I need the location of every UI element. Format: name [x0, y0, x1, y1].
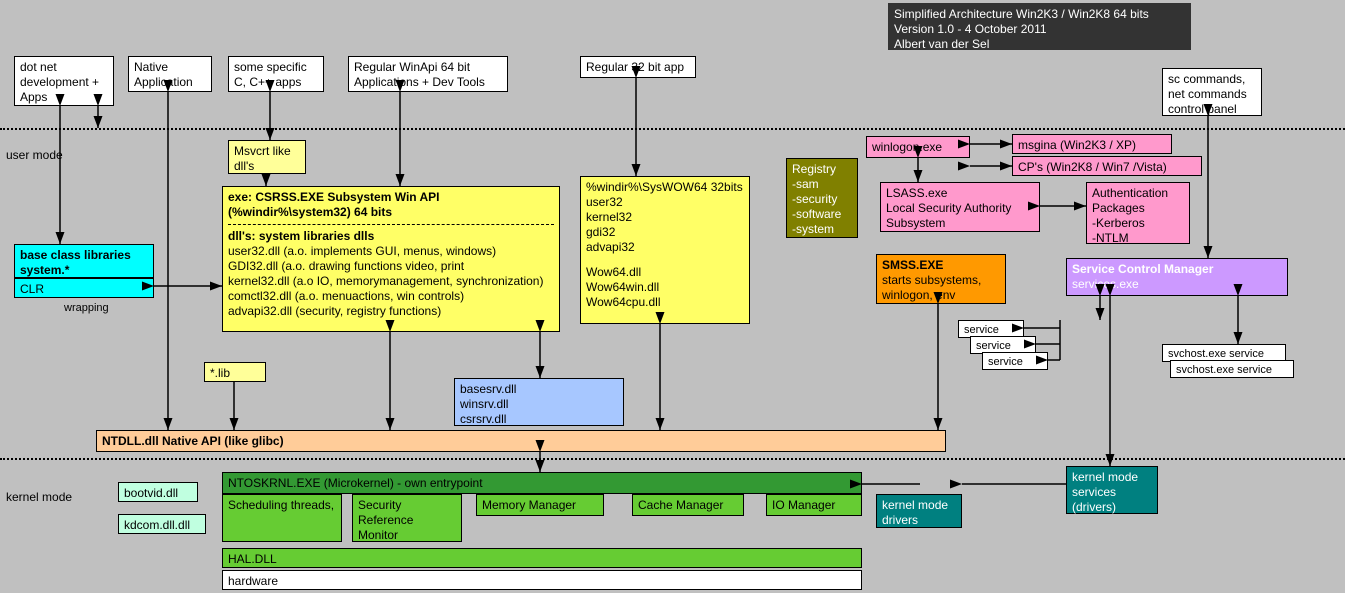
- reg-t: Registry: [792, 162, 852, 177]
- ntdll-text: NTDLL.dll Native API (like glibc): [102, 434, 284, 448]
- box-mm: Memory Manager: [476, 494, 604, 516]
- smss-s: starts subsystems, winlogon, env: [882, 273, 1000, 303]
- box-srm: Security Reference Monitor: [352, 494, 462, 542]
- label-wrapping: wrapping: [64, 302, 109, 314]
- reg-l3: -software: [792, 207, 852, 222]
- box-sc-cmds: sc commands, net commands control panel: [1162, 68, 1262, 116]
- wow64-l5: advapi32: [586, 240, 744, 255]
- divider-kernelmode: [0, 458, 1345, 460]
- header-l2: Version 1.0 - 4 October 2011: [894, 22, 1185, 37]
- box-sched: Scheduling threads,: [222, 494, 342, 542]
- box-registry: Registry -sam -security -software -syste…: [786, 158, 858, 238]
- box-ntdll: NTDLL.dll Native API (like glibc): [96, 430, 946, 452]
- box-smss: SMSS.EXE starts subsystems, winlogon, en…: [876, 254, 1006, 304]
- wow64-l6: Wow64.dll: [586, 265, 744, 280]
- box-svchost-2: svchost.exe service: [1170, 360, 1294, 378]
- box-cps: CP's (Win2K8 / Win7 /Vista): [1012, 156, 1202, 176]
- box-csrss: exe: CSRSS.EXE Subsystem Win API (%windi…: [222, 186, 560, 332]
- wow64-l2: user32: [586, 195, 744, 210]
- box-ntoskrnl: NTOSKRNL.EXE (Microkernel) - own entrypo…: [222, 472, 862, 494]
- reg-l1: -sam: [792, 177, 852, 192]
- wow64-l3: kernel32: [586, 210, 744, 225]
- csrss-l2: GDI32.dll (a.o. drawing functions video,…: [228, 259, 554, 274]
- auth-l2: -NTLM: [1092, 231, 1184, 246]
- box-cache: Cache Manager: [632, 494, 744, 516]
- box-msgina: msgina (Win2K3 / XP): [1012, 134, 1172, 154]
- box-lib: *.lib: [204, 362, 266, 382]
- smss-t: SMSS.EXE: [882, 258, 1000, 273]
- box-hal: HAL.DLL: [222, 548, 862, 568]
- wow64-l1: %windir%\SysWOW64 32bits: [586, 180, 744, 195]
- wow64-l7: Wow64win.dll: [586, 280, 744, 295]
- header-l3: Albert van der Sel: [894, 37, 1185, 52]
- reg-l2: -security: [792, 192, 852, 207]
- box-auth: Authentication Packages -Kerberos -NTLM: [1086, 182, 1190, 244]
- box-kdrivers: kernel mode drivers: [876, 494, 962, 528]
- box-wow64: %windir%\SysWOW64 32bits user32 kernel32…: [580, 176, 750, 324]
- basesrv-l3: csrsrv.dll: [460, 412, 618, 427]
- box-reg32: Regular 32 bit app: [580, 56, 696, 78]
- box-native: Native Application: [128, 56, 212, 92]
- box-winlogon: winlogon.exe: [866, 136, 970, 158]
- csrss-l5: advapi32.dll (security, registry functio…: [228, 304, 554, 319]
- header-l1: Simplified Architecture Win2K3 / Win2K8 …: [894, 7, 1185, 22]
- label-user-mode: user mode: [6, 148, 63, 162]
- box-winapi64: Regular WinApi 64 bit Applications + Dev…: [348, 56, 508, 92]
- csrss-l1: user32.dll (a.o. implements GUI, menus, …: [228, 244, 554, 259]
- box-ccpp: some specific C, C++ apps: [228, 56, 324, 92]
- box-bcl: base class libraries system.*: [14, 244, 154, 278]
- wow64-l4: gdi32: [586, 225, 744, 240]
- box-clr: CLR: [14, 278, 154, 298]
- header-box: Simplified Architecture Win2K3 / Win2K8 …: [888, 3, 1191, 50]
- auth-l1: -Kerberos: [1092, 216, 1184, 231]
- lsass-s: Local Security Authority Subsystem: [886, 201, 1034, 231]
- box-kservices: kernel mode services (drivers): [1066, 466, 1158, 514]
- box-msvcrt: Msvcrt like dll's: [228, 140, 306, 174]
- box-service-3: service: [982, 352, 1048, 370]
- box-io: IO Manager: [766, 494, 862, 516]
- basesrv-l1: basesrv.dll: [460, 382, 618, 397]
- basesrv-l2: winsrv.dll: [460, 397, 618, 412]
- box-bootvid: bootvid.dll: [118, 482, 198, 502]
- box-basesrv: basesrv.dll winsrv.dll csrsrv.dll: [454, 378, 624, 426]
- box-hw: hardware: [222, 570, 862, 590]
- csrss-title: exe: CSRSS.EXE Subsystem Win API (%windi…: [228, 190, 554, 220]
- label-kernel-mode: kernel mode: [6, 490, 72, 504]
- scm-t: Service Control Manager: [1072, 262, 1282, 277]
- lsass-t: LSASS.exe: [886, 186, 1034, 201]
- box-kdcom: kdcom.dll.dll: [118, 514, 206, 534]
- box-scm: Service Control Manager services.exe: [1066, 258, 1288, 296]
- csrss-l4: comctl32.dll (a.o. menuactions, win cont…: [228, 289, 554, 304]
- csrss-l3: kernel32.dll (a.o IO, memorymanagement, …: [228, 274, 554, 289]
- box-lsass: LSASS.exe Local Security Authority Subsy…: [880, 182, 1040, 232]
- box-dotnet: dot net development + Apps: [14, 56, 114, 106]
- scm-s: services.exe: [1072, 277, 1282, 292]
- reg-l4: -system: [792, 222, 852, 237]
- auth-t: Authentication Packages: [1092, 186, 1184, 216]
- csrss-sub: dll's: system libraries dlls: [228, 229, 554, 244]
- divider-usermode-top: [0, 128, 1345, 130]
- wow64-l8: Wow64cpu.dll: [586, 295, 744, 310]
